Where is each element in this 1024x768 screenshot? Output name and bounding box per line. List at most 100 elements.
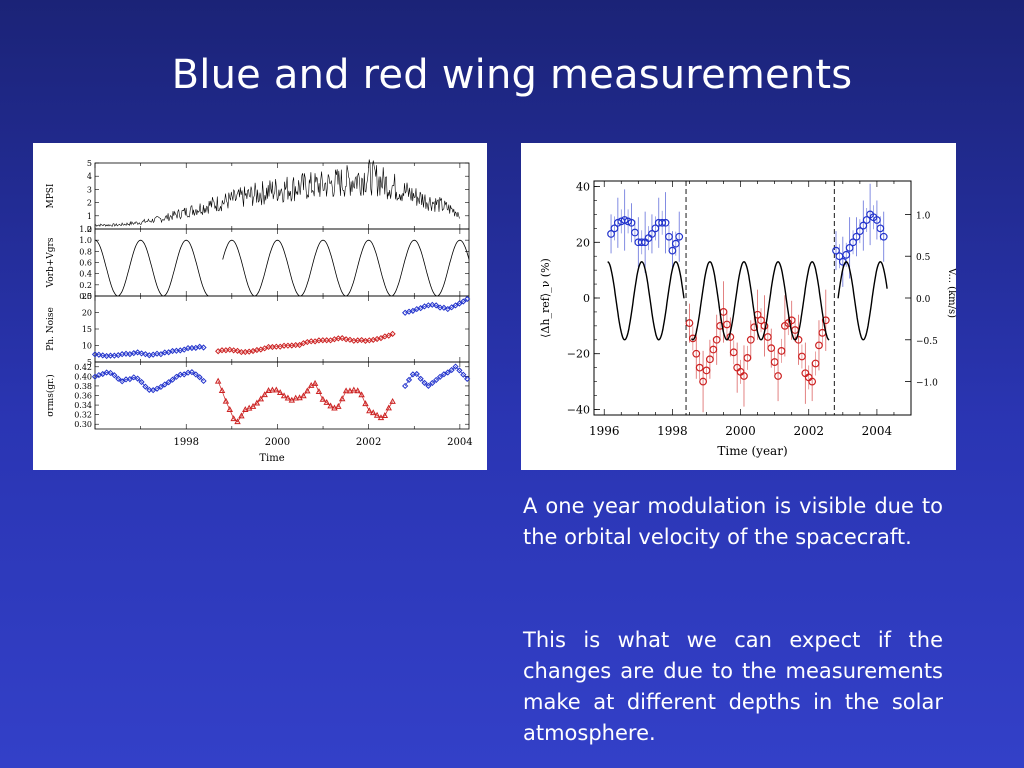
data-point xyxy=(879,232,888,241)
data-point xyxy=(358,391,365,398)
velocity-curve-0 xyxy=(94,239,210,297)
data-point xyxy=(196,374,203,381)
data-point xyxy=(381,412,389,418)
right-tick-label: −0.5 xyxy=(916,337,938,347)
x-tick-label: 1998 xyxy=(657,424,688,438)
data-point xyxy=(661,218,670,227)
y-tick-label: 0.40 xyxy=(74,372,92,381)
data-point xyxy=(448,366,455,374)
data-point xyxy=(103,369,110,376)
data-point xyxy=(436,304,444,311)
data-point xyxy=(273,386,280,393)
data-point xyxy=(126,375,133,383)
data-point xyxy=(234,347,241,354)
data-point xyxy=(429,301,436,308)
data-point xyxy=(119,378,126,385)
y-tick-label: 20 xyxy=(576,236,590,249)
data-point xyxy=(385,404,392,411)
y-tick-label: 0 xyxy=(87,225,92,234)
data-point xyxy=(214,377,222,384)
data-point xyxy=(402,382,409,390)
data-point xyxy=(421,379,428,386)
data-point xyxy=(308,338,315,345)
subplot-ylabel: σrms(gr.) xyxy=(45,374,56,417)
right-tick-label: 0.5 xyxy=(916,253,931,263)
velocity-curve-1 xyxy=(222,239,470,297)
data-point xyxy=(173,373,180,380)
y-tick-label: 0.8 xyxy=(79,247,92,256)
y-tick-label: −20 xyxy=(567,348,590,361)
y-tick-label: 0.6 xyxy=(79,259,92,268)
data-point xyxy=(767,344,776,353)
data-point xyxy=(319,395,327,402)
data-point xyxy=(230,415,237,422)
data-point xyxy=(230,347,237,354)
data-point xyxy=(774,372,782,380)
data-point xyxy=(218,387,226,394)
data-point xyxy=(354,387,361,394)
data-point xyxy=(692,349,701,358)
y-tick-label: 40 xyxy=(576,181,590,194)
data-point xyxy=(99,352,106,359)
x-tick-label: 1998 xyxy=(173,437,198,448)
data-point xyxy=(746,335,755,344)
data-point xyxy=(433,376,440,384)
data-point xyxy=(142,383,149,390)
data-point xyxy=(292,394,299,401)
data-point xyxy=(200,377,207,385)
data-point xyxy=(311,379,319,386)
x-tick-label: 2004 xyxy=(447,437,472,448)
data-point xyxy=(346,387,354,394)
data-point xyxy=(444,305,451,313)
data-point xyxy=(253,399,261,406)
data-point xyxy=(153,350,161,357)
data-point xyxy=(153,385,161,392)
data-point xyxy=(460,298,467,305)
y-tick-label: 0.36 xyxy=(74,392,92,401)
data-point xyxy=(452,363,459,370)
subplot-ylabel: Ph. Noise xyxy=(46,307,56,351)
x-tick-label: 2004 xyxy=(862,424,893,438)
data-point xyxy=(222,397,230,404)
data-point xyxy=(161,381,168,388)
data-point xyxy=(366,407,373,414)
data-point xyxy=(444,369,451,376)
subplot-ylabel: Vorb+Vgrs xyxy=(46,237,56,288)
data-point xyxy=(280,392,288,399)
y-tick-label: 0.42 xyxy=(74,363,92,372)
y-tick-label: 1.2 xyxy=(79,225,92,234)
data-point xyxy=(134,375,141,382)
left-chart-panel: 0 1 2 3 4 5 MPSI 0.0 0.2 0.4 0.6 0.8 1.0 1.2 Vorb+Vgrs… xyxy=(33,143,487,470)
data-point xyxy=(331,404,338,411)
subplot-frame-0 xyxy=(94,162,470,230)
data-point xyxy=(249,402,257,409)
y-tick-label: 0 xyxy=(583,292,590,305)
data-point xyxy=(373,411,381,418)
y-tick-label: 0.32 xyxy=(74,411,92,420)
data-point xyxy=(342,336,350,343)
data-point xyxy=(146,386,153,393)
data-point xyxy=(358,336,365,344)
data-point xyxy=(417,375,424,382)
slide-title: Blue and red wing measurements xyxy=(171,52,853,98)
data-point xyxy=(413,370,420,378)
series-line-3-1 xyxy=(217,381,393,423)
right-axis-label: V... (km/s) xyxy=(946,267,956,318)
data-point xyxy=(138,350,145,357)
paragraph-orbital-modulation: A one year modulation is visible due to … xyxy=(523,494,943,549)
y-tick-label: −40 xyxy=(567,403,590,416)
data-point xyxy=(436,373,444,380)
right-tick-label: −1.0 xyxy=(916,379,938,389)
data-point xyxy=(440,304,448,311)
data-point xyxy=(296,341,303,349)
data-point xyxy=(242,406,249,413)
data-point xyxy=(261,391,268,398)
data-point xyxy=(456,300,463,307)
data-point xyxy=(122,350,130,357)
data-point xyxy=(165,379,172,386)
data-point xyxy=(192,371,199,378)
x-axis-label: Time xyxy=(259,453,284,464)
data-point xyxy=(284,394,292,401)
velocity-sinusoid xyxy=(607,261,888,341)
data-point xyxy=(238,412,245,419)
